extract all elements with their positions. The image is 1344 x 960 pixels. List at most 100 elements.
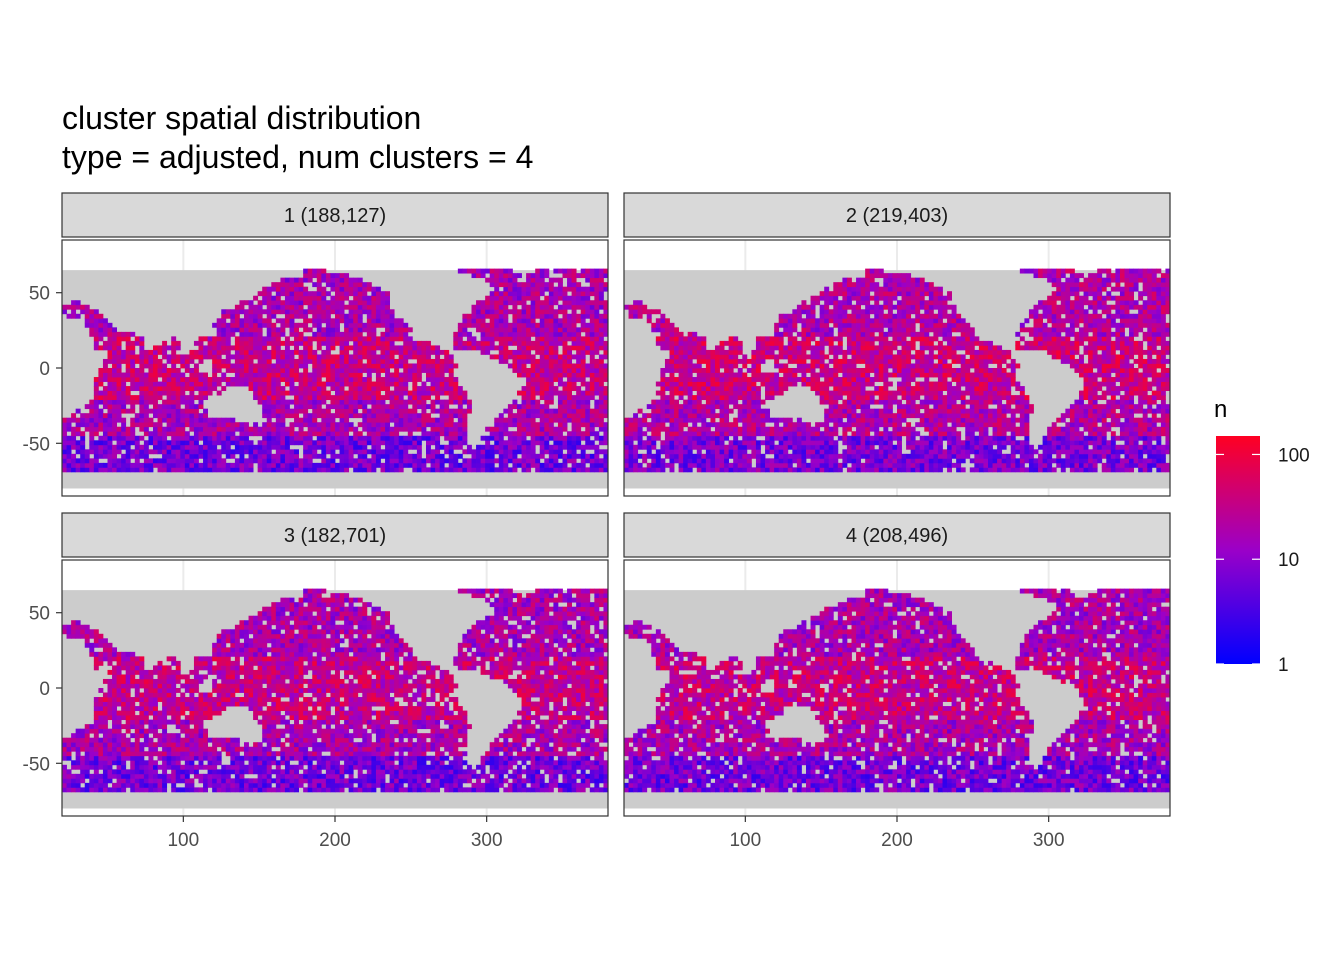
heatmap-tile [526,422,532,428]
heatmap-tile [696,426,702,432]
heatmap-tile [366,340,372,346]
heatmap-tile [416,368,422,373]
heatmap-tile [294,422,299,428]
heatmap-tile [257,304,263,310]
heatmap-tile [257,327,263,333]
heatmap-tile [121,390,127,396]
heatmap-tile [733,440,739,446]
heatmap-tile [728,336,734,342]
heatmap-tile [742,458,748,464]
heatmap-tile [503,331,509,337]
heatmap-tile [203,444,208,450]
heatmap-tile [325,345,331,351]
heatmap-tile [212,422,218,428]
heatmap-tile [589,377,595,382]
heatmap-tile [517,372,522,378]
heatmap-tile [435,458,441,464]
heatmap-tile [678,363,684,369]
heatmap-tile [526,327,532,333]
heatmap-tile [289,440,295,446]
heatmap-tile [107,372,113,378]
heatmap-tile [828,377,834,382]
heatmap-tile [769,458,775,464]
heatmap-tile [280,358,286,364]
heatmap-tile [598,327,604,333]
heatmap-tile [498,449,504,455]
heatmap-tile [535,327,541,333]
heatmap-tile [567,304,572,310]
heatmap-tile [407,440,413,446]
heatmap-tile [84,453,90,459]
heatmap-tile [567,331,572,337]
heatmap-tile [321,349,327,355]
heatmap-tile [837,313,843,319]
heatmap-tile [494,449,500,455]
heatmap-tile [353,327,359,333]
heatmap-tile [530,282,536,288]
heatmap-tile [180,354,186,360]
heatmap-tile [535,453,541,459]
heatmap-tile [266,413,272,419]
heatmap-tile [655,390,661,396]
heatmap-tile [380,417,386,423]
heatmap-tile [225,467,231,473]
heatmap-tile [139,349,145,355]
heatmap-tile [412,399,418,405]
heatmap-tile [321,386,327,391]
heatmap-tile [783,372,789,378]
heatmap-tile [633,309,639,315]
heatmap-tile [139,358,145,364]
heatmap-tile [824,309,830,315]
heatmap-tile [576,417,582,423]
heatmap-tile [107,354,113,360]
heatmap-tile [815,327,821,333]
heatmap-tile [307,395,313,401]
heatmap-tile [248,322,254,328]
heatmap-tile [512,322,518,328]
heatmap-tile [394,408,400,414]
heatmap-tile [139,377,145,382]
heatmap-tile [521,354,527,360]
heatmap-tile [426,345,431,351]
heatmap-tile [724,354,730,360]
heatmap-tile [435,349,441,355]
heatmap-tile [701,458,707,464]
heatmap-tile [674,381,679,387]
heatmap-tile [655,336,661,342]
heatmap-tile [284,336,290,342]
heatmap-tile [421,462,427,468]
heatmap-tile [289,390,295,396]
heatmap-tile [562,295,568,301]
heatmap-tile [810,431,816,437]
heatmap-tile [462,431,468,437]
heatmap-tile [98,377,104,382]
heatmap-tile [801,309,807,315]
heatmap-tile [576,327,582,333]
heatmap-tile [385,368,390,373]
heatmap-tile [687,449,693,455]
heatmap-tile [521,453,527,459]
heatmap-tile [828,440,834,446]
heatmap-tile [216,435,222,441]
heatmap-tile [316,318,322,324]
heatmap-tile [139,368,145,373]
heatmap-tile [330,440,336,446]
heatmap-tile [330,327,336,333]
heatmap-tile [71,444,77,450]
heatmap-tile [833,322,839,328]
heatmap-tile [362,354,368,360]
heatmap-tile [298,304,304,310]
heatmap-tile [507,327,513,333]
heatmap-tile [89,318,95,324]
heatmap-tile [746,395,752,401]
heatmap-tile [521,458,527,464]
heatmap-tile [557,399,563,405]
heatmap-tile [719,467,725,473]
heatmap-tile [539,372,545,378]
heatmap-tile [833,422,839,428]
heatmap-tile [598,313,604,319]
heatmap-tile [171,377,177,382]
heatmap-tile [62,422,67,428]
heatmap-tile [737,377,743,382]
heatmap-tile [521,435,527,441]
